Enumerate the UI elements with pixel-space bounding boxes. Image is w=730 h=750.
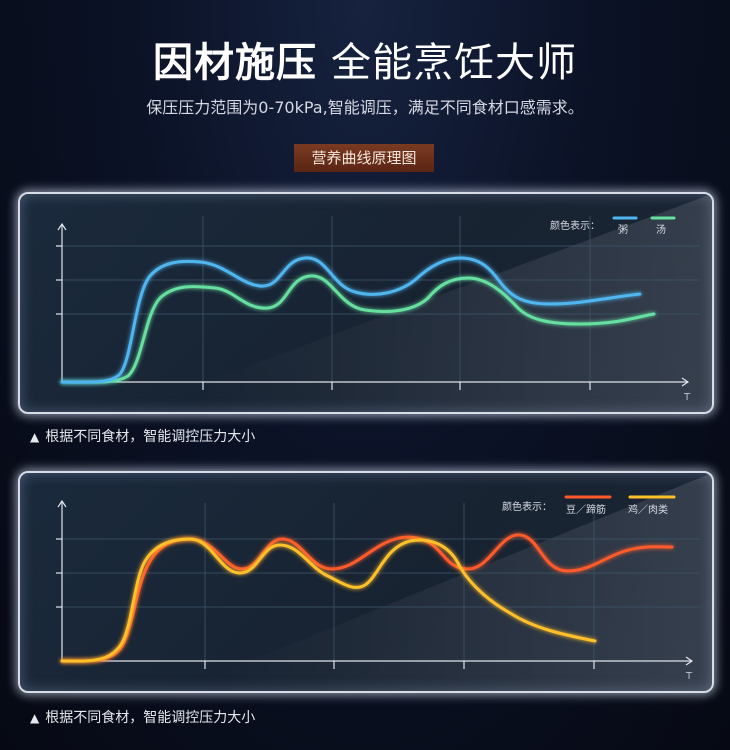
y-axis-arrow [57, 499, 67, 508]
headline: 因材施压 全能烹饪大师 [0, 38, 730, 88]
legend-title: 颜色表示： [502, 500, 552, 513]
legend-1: 颜色表示： 粥 汤 [550, 216, 676, 236]
y-axis-arrow [57, 222, 67, 231]
panel2-caption: ▲ 根据不同食材，智能调控压力大小 [30, 707, 255, 727]
curve-chicken [60, 537, 597, 663]
legend-label-soup: 汤 [656, 223, 666, 236]
curve-soup [60, 274, 656, 384]
axes [56, 222, 690, 390]
legend-title: 颜色表示： [550, 219, 600, 232]
curve-diagram-2: T 颜色表示： 豆／蹄筋 鸡／肉类 [56, 473, 712, 691]
curve-congee [60, 256, 642, 384]
panel1-caption-text: 根据不同食材，智能调控压力大小 [45, 429, 256, 445]
panel2-caption-text: 根据不同食材，智能调控压力大小 [45, 710, 256, 726]
triangle-icon: ▲ [30, 430, 40, 444]
diagram-title-badge: 营养曲线原理图 [294, 144, 434, 172]
curve-bean [60, 533, 674, 663]
panel1-caption: ▲ 根据不同食材，智能调控压力大小 [30, 426, 255, 446]
light-sheen [220, 473, 712, 691]
curve-diagram-1: T 颜色表示： 粥 汤 [56, 194, 712, 412]
x-axis-label: T [683, 392, 691, 403]
grid-lines [62, 216, 700, 389]
x-axis-arrow [681, 377, 690, 387]
x-axis-label: T [685, 671, 693, 682]
x-axis-arrow [685, 656, 694, 666]
headline-bold: 因材施压 [153, 40, 317, 86]
legend-label-chicken: 鸡／肉类 [628, 503, 668, 516]
legend-2: 颜色表示： 豆／蹄筋 鸡／肉类 [502, 495, 676, 516]
headline-light: 全能烹饪大师 [331, 40, 577, 86]
curve-panel-congee-soup: T 颜色表示： 粥 汤 [18, 192, 714, 414]
legend-label-bean: 豆／蹄筋 [566, 503, 606, 516]
legend-label-congee: 粥 [618, 224, 628, 236]
triangle-icon: ▲ [30, 711, 40, 725]
curve-panel-bean-chicken: T 颜色表示： 豆／蹄筋 鸡／肉类 [18, 471, 714, 693]
axes [56, 499, 694, 669]
subheadline: 保压压力范围为0-70kPa,智能调压，满足不同食材口感需求。 [146, 98, 584, 117]
light-sheen [200, 194, 712, 412]
